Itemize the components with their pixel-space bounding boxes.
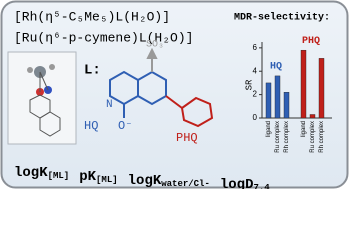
constants: logK[ML] pK[ML] logKwater/Cl-logD7.4 bbox=[14, 165, 270, 189]
legend-label: HQ bbox=[270, 62, 282, 73]
y-axis-label: SR bbox=[244, 79, 254, 90]
graphical-abstract: [Rh(η⁵-C₅Me₅)L(H₂O)] [Ru(η⁶-p-cymene)L(H… bbox=[0, 0, 349, 193]
bar bbox=[283, 92, 290, 119]
x-tick-label: Rh complex bbox=[284, 121, 290, 153]
ligand-name: PHQ bbox=[176, 131, 198, 145]
constant-sub: water/Cl- bbox=[161, 179, 210, 189]
x-tick-label: ligand bbox=[266, 121, 272, 137]
constant-sub: [ML] bbox=[96, 175, 118, 185]
chart-title: MDR-selectivity: bbox=[234, 12, 330, 24]
bar bbox=[265, 82, 272, 119]
atom-o: O⁻ bbox=[118, 119, 132, 133]
constant-base: pK bbox=[79, 169, 96, 185]
x-tick-label: Ru complex bbox=[310, 121, 316, 153]
y-tick-label: 2 bbox=[253, 90, 258, 99]
complex-1: [Rh(η⁵-C₅Me₅)L(H₂O)] bbox=[14, 9, 170, 24]
bar bbox=[309, 114, 316, 119]
atom-n: N bbox=[106, 99, 113, 111]
x-tick-label: Rh complex bbox=[319, 121, 325, 153]
x-tick-label: Ru complex bbox=[275, 121, 281, 153]
y-tick-label: 4 bbox=[253, 66, 258, 75]
y-tick-label: 0 bbox=[253, 113, 258, 122]
bar bbox=[274, 75, 281, 119]
ligand-structure bbox=[109, 47, 214, 128]
bar bbox=[318, 58, 325, 119]
constant-base: logD bbox=[220, 177, 254, 189]
substituent: SO₃⁻ bbox=[146, 40, 170, 51]
crystal-structure bbox=[7, 51, 77, 145]
bar bbox=[300, 49, 307, 119]
complex-2: [Ru(η⁶-p-cymene)L(H₂O)] bbox=[14, 30, 193, 45]
constant-sub: [ML] bbox=[48, 171, 70, 181]
constant-base: logK bbox=[128, 173, 162, 189]
y-tick-label: 6 bbox=[253, 43, 258, 52]
x-tick-label: ligand bbox=[301, 121, 307, 137]
ligand-label: L: bbox=[84, 63, 101, 79]
ligand-name: HQ bbox=[84, 119, 98, 133]
constant-sub: 7.4 bbox=[253, 183, 270, 189]
legend-label: PHQ bbox=[302, 36, 320, 47]
constant-base: logK bbox=[14, 165, 48, 181]
